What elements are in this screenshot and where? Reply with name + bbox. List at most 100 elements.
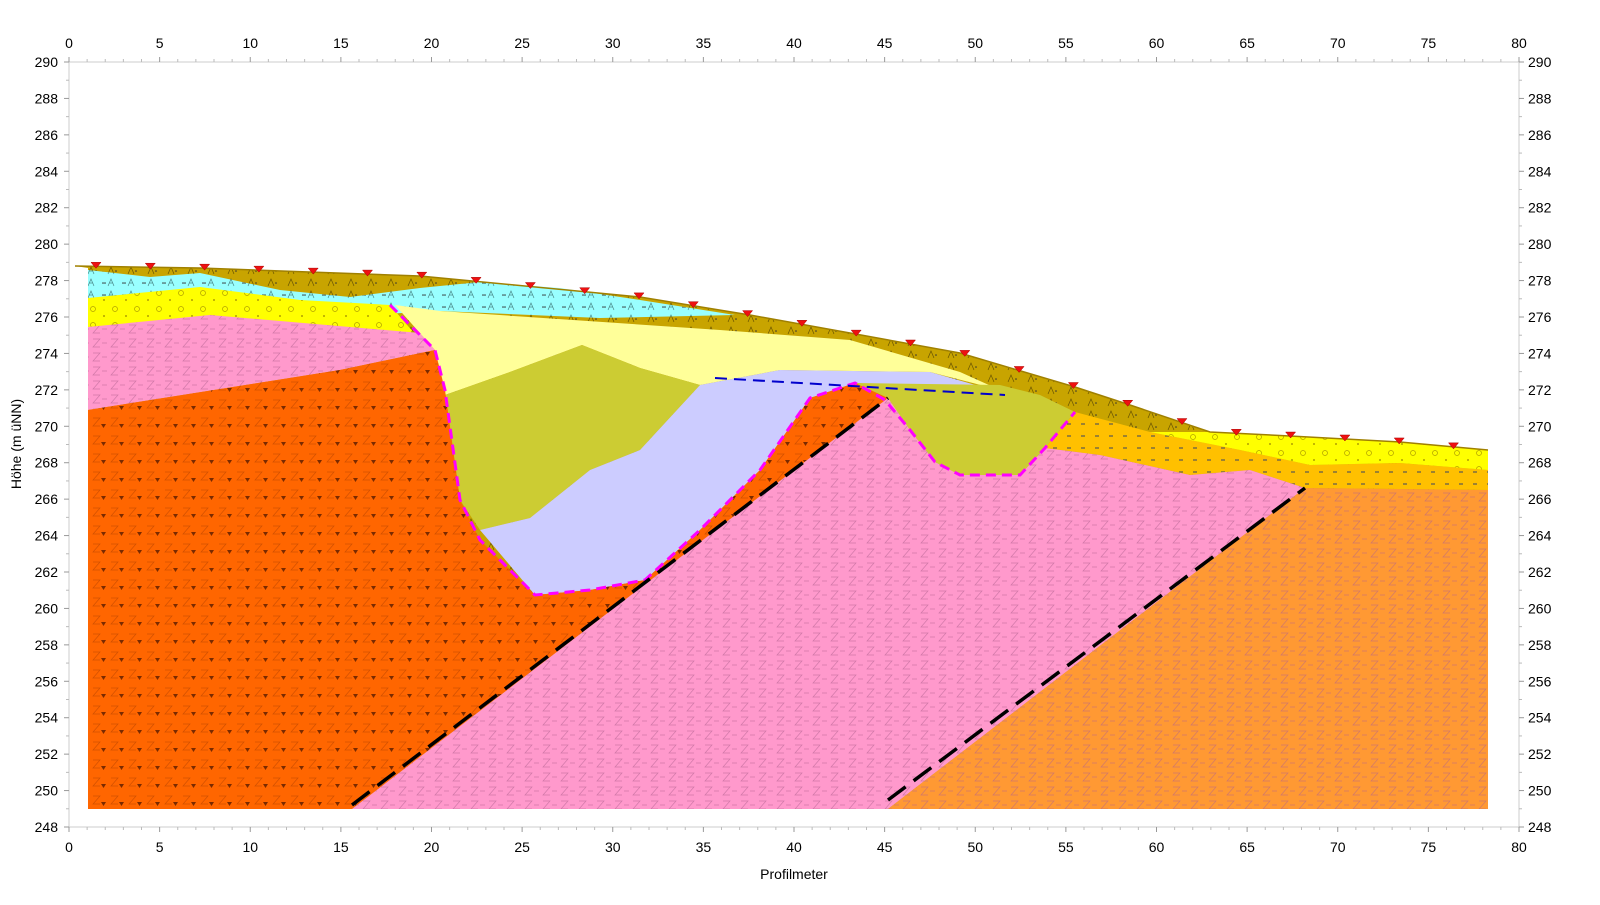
y-tick-label: 264 xyxy=(35,528,59,544)
groundwater-line xyxy=(714,377,1006,396)
survey-marker-icon xyxy=(1230,429,1242,436)
y-tick-label-right: 270 xyxy=(1528,418,1552,434)
x-tick-label: 55 xyxy=(1058,839,1074,855)
x-tick-label: 15 xyxy=(333,35,349,51)
y-tick-label-right: 260 xyxy=(1528,600,1552,616)
y-tick-label: 274 xyxy=(35,345,59,361)
y-tick-label-right: 284 xyxy=(1528,163,1552,179)
layer-light-yellow xyxy=(395,305,1000,395)
y-tick-label: 272 xyxy=(35,382,59,398)
x-tick-label: 75 xyxy=(1421,839,1437,855)
y-tick-label-right: 280 xyxy=(1528,236,1552,252)
survey-marker-icon xyxy=(1447,442,1460,450)
x-tick-label: 35 xyxy=(696,839,712,855)
x-tick-label: 40 xyxy=(786,35,802,51)
x-tick-label: 5 xyxy=(156,35,164,51)
x-tick-label: 40 xyxy=(786,839,802,855)
layer-olive-right xyxy=(855,383,1075,475)
y-tick-label: 252 xyxy=(35,746,59,762)
y-tick-label: 260 xyxy=(35,600,59,616)
y-tick-label: 266 xyxy=(35,491,59,507)
layers xyxy=(75,266,1488,809)
survey-marker-icon xyxy=(470,277,482,284)
x-tick-label: 10 xyxy=(242,35,258,51)
y-tick-label: 248 xyxy=(35,819,59,835)
x-tick-label: 15 xyxy=(333,839,349,855)
y-tick-label-right: 264 xyxy=(1528,528,1552,544)
survey-marker-icon xyxy=(199,263,211,271)
survey-marker-icon xyxy=(1393,437,1405,445)
survey-marker-icon xyxy=(90,262,102,269)
survey-marker-icon xyxy=(361,269,374,277)
x-tick-label: 20 xyxy=(424,839,440,855)
y-tick-label-right: 278 xyxy=(1528,273,1552,289)
y-tick-label: 254 xyxy=(35,710,59,726)
x-tick-label: 45 xyxy=(877,839,893,855)
survey-marker-icon xyxy=(850,329,862,337)
survey-marker-icon xyxy=(1285,431,1297,439)
y-tick-label: 278 xyxy=(35,273,59,289)
x-tick-label: 50 xyxy=(967,839,983,855)
survey-marker-icon xyxy=(959,350,971,357)
survey-marker-icon xyxy=(1176,418,1188,425)
layer-lavender xyxy=(480,370,1000,595)
x-tick-label: 65 xyxy=(1239,35,1255,51)
x-tick-label: 35 xyxy=(696,35,712,51)
y-tick-label: 284 xyxy=(35,163,59,179)
layer-orange-rock xyxy=(888,488,1488,809)
survey-marker-icon xyxy=(144,262,156,270)
y-tick-label-right: 248 xyxy=(1528,819,1552,835)
x-tick-label: 55 xyxy=(1058,35,1074,51)
y-tick-label-right: 274 xyxy=(1528,345,1552,361)
y-tick-label-right: 262 xyxy=(1528,564,1552,580)
x-tick-label: 0 xyxy=(65,35,73,51)
layer-pink-left xyxy=(88,315,435,410)
y-tick-label-right: 286 xyxy=(1528,127,1552,143)
x-tick-label: 75 xyxy=(1421,35,1437,51)
y-tick-label-right: 272 xyxy=(1528,382,1552,398)
survey-marker-icon xyxy=(633,292,645,300)
survey-marker-icon xyxy=(1339,434,1351,442)
layer-yellow-right xyxy=(1150,432,1488,470)
y-axis-label: Höhe (m üNN) xyxy=(8,399,24,489)
layer-pink-rock xyxy=(352,398,1305,809)
y-tick-label: 276 xyxy=(35,309,59,325)
x-tick-label: 65 xyxy=(1239,839,1255,855)
survey-marker-icon xyxy=(307,267,319,275)
layer-gold xyxy=(1045,412,1488,490)
y-tick-label: 290 xyxy=(35,54,59,70)
y-tick-label: 262 xyxy=(35,564,59,580)
x-tick-label: 70 xyxy=(1330,35,1346,51)
y-tick-label-right: 258 xyxy=(1528,637,1552,653)
y-tick-label: 280 xyxy=(35,236,59,252)
survey-marker-icon xyxy=(742,310,754,317)
survey-marker-icon xyxy=(1067,382,1079,389)
y-tick-label-right: 266 xyxy=(1528,491,1552,507)
y-tick-label: 258 xyxy=(35,637,59,653)
x-tick-label: 50 xyxy=(967,35,983,51)
x-axis-label: Profilmeter xyxy=(760,866,828,882)
layer-red-orange-rock xyxy=(88,350,888,809)
y-tick-label-right: 256 xyxy=(1528,673,1552,689)
y-tick-label-right: 250 xyxy=(1528,783,1552,799)
x-tick-label: 30 xyxy=(605,35,621,51)
survey-marker-icon xyxy=(1122,399,1134,407)
fault-line-2 xyxy=(886,486,1307,802)
x-tick-label: 80 xyxy=(1511,839,1527,855)
x-tick-label: 0 xyxy=(65,839,73,855)
y-tick-label-right: 276 xyxy=(1528,309,1552,325)
survey-marker-icon xyxy=(796,320,808,327)
y-tick-label-right: 252 xyxy=(1528,746,1552,762)
y-tick-label: 256 xyxy=(35,673,59,689)
axis-ticks: 0055101015152020252530303535404045455050… xyxy=(35,35,1552,855)
x-tick-label: 30 xyxy=(605,839,621,855)
y-tick-label: 282 xyxy=(35,200,59,216)
y-tick-label-right: 268 xyxy=(1528,455,1552,471)
x-tick-label: 70 xyxy=(1330,839,1346,855)
magenta-boundary-line xyxy=(388,303,1077,597)
layer-olive-left xyxy=(445,345,700,530)
x-tick-label: 45 xyxy=(877,35,893,51)
survey-marker-icon xyxy=(904,339,917,347)
x-tick-label: 60 xyxy=(1149,35,1165,51)
